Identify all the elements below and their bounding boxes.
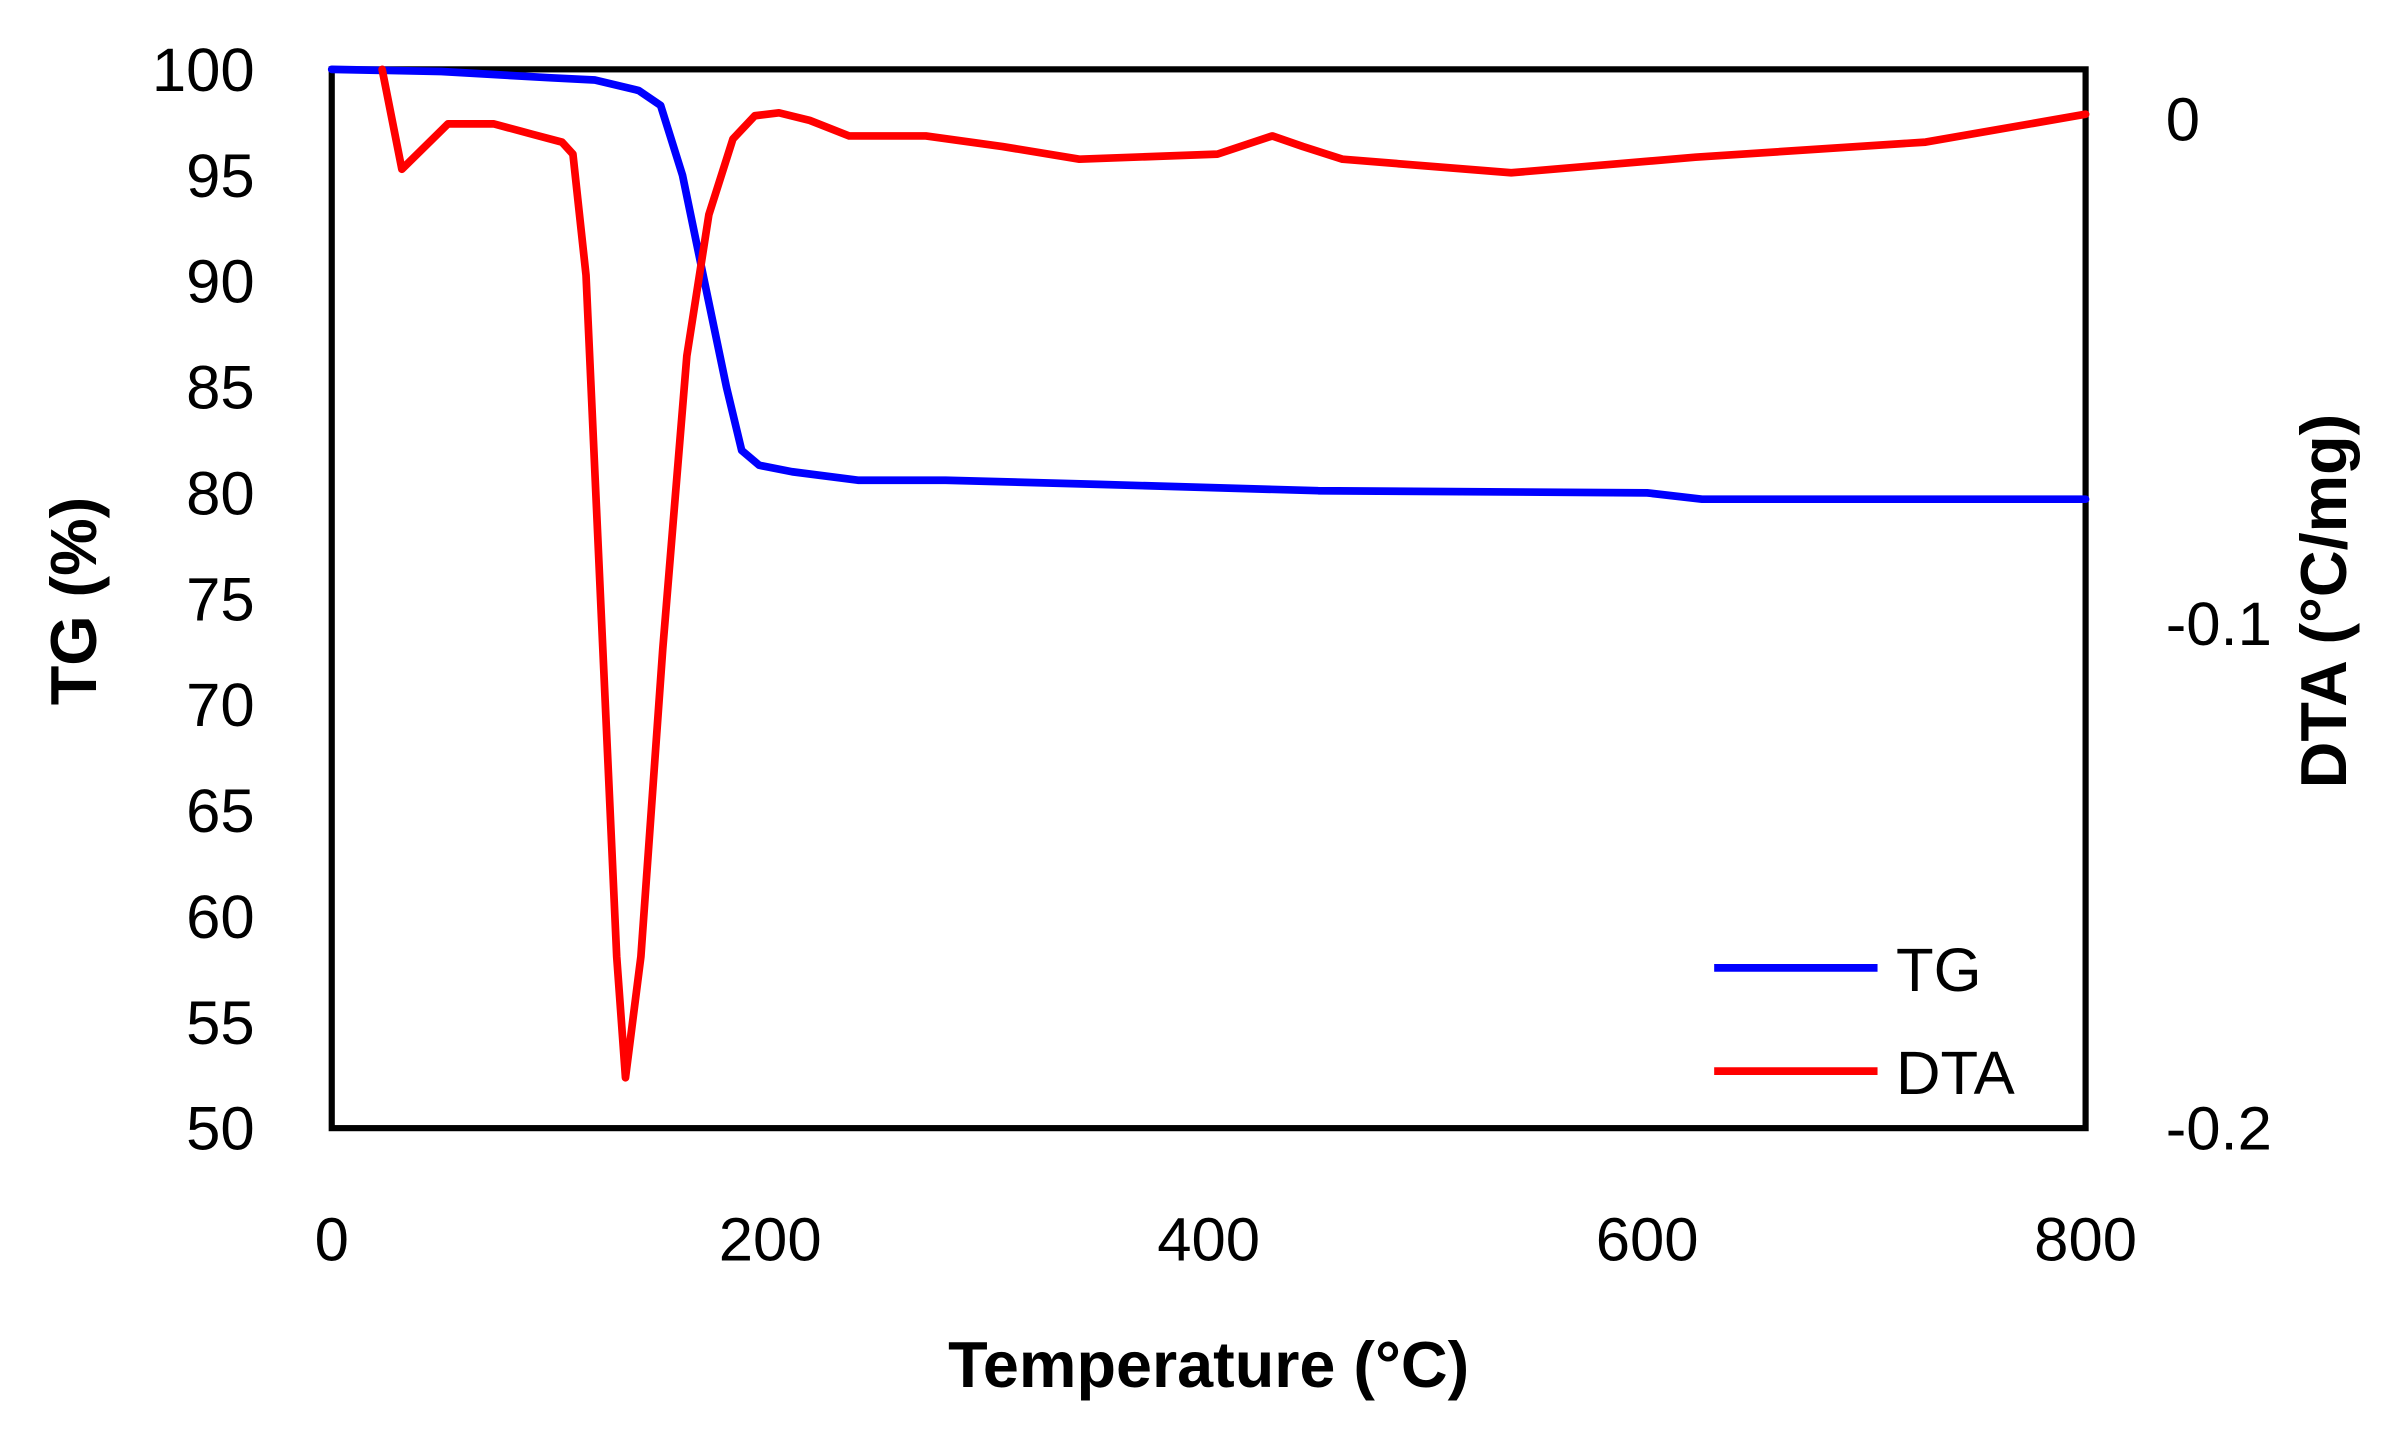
series-line-dta (378, 65, 2090, 1082)
legend-label-dta: DTA (1896, 1039, 2015, 1108)
y-tick-label: 100 (152, 36, 255, 105)
y-tick-label: 80 (186, 459, 255, 528)
x-tick-label: 400 (1157, 1206, 1260, 1275)
y2-tick-label: -0.1 (2166, 590, 2272, 659)
x-tick-label: 200 (719, 1206, 822, 1275)
x-axis-label: Temperature (°C) (948, 1328, 1469, 1401)
y-axis-label: TG (%) (37, 497, 110, 706)
x-tick-label: 0 (315, 1206, 349, 1275)
y-tick-label: 75 (186, 565, 255, 634)
x-tick-label: 600 (1596, 1206, 1699, 1275)
x-tick-label: 800 (2034, 1206, 2137, 1275)
y-tick-label: 50 (186, 1095, 255, 1164)
y-tick-label: 90 (186, 248, 255, 317)
legend: TG DTA (1714, 936, 2015, 1108)
series-line-tg (327, 65, 2090, 504)
y-tick-label: 70 (186, 671, 255, 740)
legend-label-tg: TG (1896, 936, 1982, 1005)
y-tick-label: 65 (186, 777, 255, 846)
y2-tick-label: -0.2 (2166, 1095, 2272, 1164)
y-tick-label: 55 (186, 989, 255, 1058)
y-tick-label: 60 (186, 883, 255, 952)
y-tick-label: 95 (186, 142, 255, 211)
plot-area (328, 66, 2089, 1132)
y2-tick-label: 0 (2166, 85, 2200, 154)
y2-axis-label: DTA (°C/mg) (2287, 414, 2360, 789)
y-tick-label: 85 (186, 354, 255, 423)
